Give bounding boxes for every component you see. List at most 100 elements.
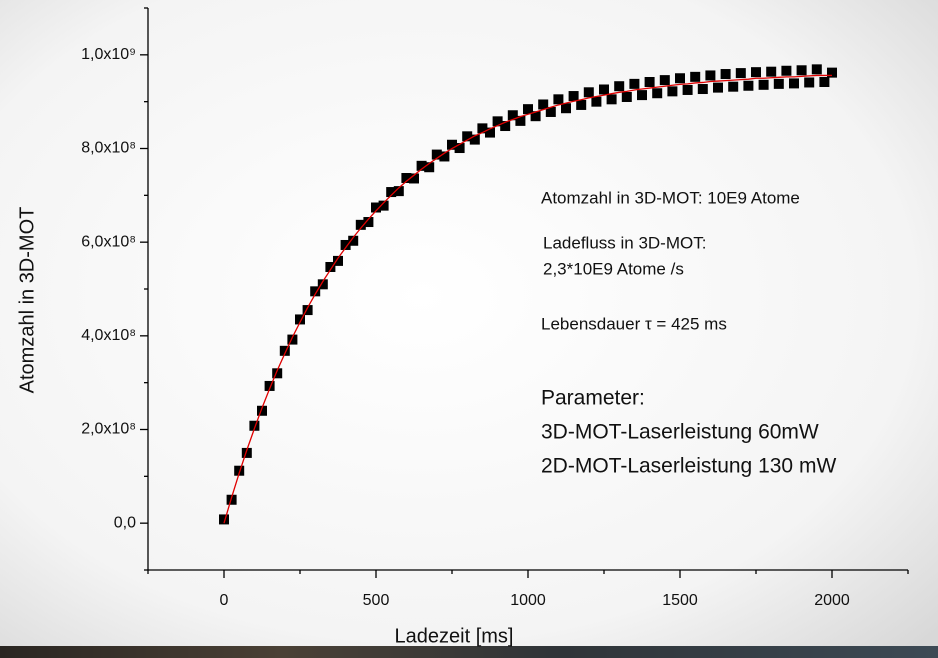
data-point bbox=[751, 67, 761, 78]
data-point bbox=[249, 420, 260, 431]
annotation: Ladefluss in 3D-MOT: bbox=[543, 233, 706, 252]
data-point bbox=[371, 202, 381, 213]
data-point bbox=[264, 380, 275, 391]
data-point bbox=[241, 447, 252, 458]
photo-strip bbox=[0, 646, 938, 658]
data-point bbox=[697, 84, 708, 95]
data-point bbox=[393, 186, 404, 197]
data-point bbox=[363, 217, 374, 228]
data-point bbox=[735, 68, 746, 79]
data-point bbox=[401, 173, 412, 184]
data-point bbox=[439, 151, 450, 162]
data-point bbox=[713, 82, 723, 93]
data-point bbox=[644, 76, 655, 87]
data-point bbox=[720, 69, 731, 80]
data-point bbox=[568, 91, 579, 102]
data-point bbox=[340, 239, 351, 250]
annotation: 2,3*10E9 Atome /s bbox=[543, 259, 684, 278]
data-point bbox=[431, 149, 442, 160]
data-point bbox=[819, 76, 830, 87]
data-point bbox=[682, 84, 693, 95]
data-point bbox=[583, 87, 594, 98]
data-point bbox=[302, 305, 313, 316]
data-point bbox=[629, 78, 640, 89]
data-point bbox=[743, 80, 754, 91]
y-tick-label: 1,0x10⁹ bbox=[81, 46, 136, 63]
data-point bbox=[348, 235, 359, 246]
data-point bbox=[667, 86, 678, 97]
data-point bbox=[637, 90, 647, 101]
x-tick-label: 0 bbox=[220, 592, 229, 609]
data-point bbox=[226, 494, 237, 505]
data-point bbox=[728, 81, 739, 92]
data-point bbox=[416, 160, 427, 171]
data-point bbox=[310, 286, 321, 297]
data-point bbox=[492, 116, 503, 127]
x-axis-label: Ladezeit [ms] bbox=[395, 625, 514, 647]
data-point bbox=[614, 81, 625, 92]
data-point bbox=[469, 134, 480, 145]
data-point bbox=[317, 279, 328, 290]
y-tick-label: 4,0x10⁸ bbox=[81, 327, 136, 344]
data-point bbox=[424, 162, 435, 173]
data-point bbox=[621, 91, 632, 102]
x-tick-label: 1500 bbox=[662, 592, 698, 609]
data-point bbox=[705, 70, 716, 81]
data-point bbox=[272, 368, 283, 379]
data-point bbox=[652, 88, 663, 99]
data-point bbox=[287, 334, 298, 345]
data-point bbox=[781, 65, 792, 76]
data-point bbox=[219, 514, 229, 525]
annotation: Atomzahl in 3D-MOT: 10E9 Atome bbox=[541, 188, 800, 207]
data-point bbox=[773, 78, 784, 89]
data-point bbox=[386, 187, 397, 198]
fit-line bbox=[223, 74, 832, 524]
data-point bbox=[591, 96, 602, 107]
annotation: 2D-MOT-Laserleistung 130 mW bbox=[541, 455, 836, 478]
data-point bbox=[804, 77, 815, 88]
data-point bbox=[454, 143, 465, 154]
data-point bbox=[796, 65, 807, 76]
data-point bbox=[279, 345, 290, 356]
data-point bbox=[766, 66, 777, 77]
data-point bbox=[606, 94, 617, 105]
y-tick-label: 0,0 bbox=[114, 514, 136, 531]
data-point bbox=[675, 73, 685, 84]
data-point bbox=[523, 104, 533, 115]
data-point bbox=[789, 78, 799, 89]
data-point bbox=[447, 139, 457, 150]
data-point bbox=[355, 219, 366, 230]
data-point bbox=[234, 465, 245, 476]
data-point bbox=[477, 123, 488, 134]
data-point bbox=[507, 110, 518, 121]
data-point bbox=[325, 261, 336, 272]
data-point bbox=[333, 255, 343, 266]
data-point bbox=[462, 131, 473, 142]
data-point bbox=[538, 99, 549, 110]
data-point bbox=[545, 106, 556, 117]
data-point bbox=[295, 314, 305, 325]
data-point bbox=[378, 200, 389, 211]
data-point bbox=[553, 94, 564, 105]
data-point bbox=[409, 173, 419, 184]
annotation: Lebensdauer τ = 425 ms bbox=[541, 314, 727, 333]
data-point bbox=[530, 111, 541, 122]
data-point bbox=[659, 75, 670, 86]
data-point bbox=[599, 84, 609, 95]
annotation: Parameter: bbox=[541, 387, 645, 410]
data-point bbox=[690, 71, 701, 82]
data-point bbox=[515, 115, 526, 126]
x-tick-label: 2000 bbox=[814, 592, 850, 609]
x-tick-label: 1000 bbox=[510, 592, 546, 609]
y-axis-label: Atomzahl in 3D-MOT bbox=[16, 207, 38, 394]
data-point bbox=[758, 79, 769, 90]
annotation: 3D-MOT-Laserleistung 60mW bbox=[541, 421, 819, 444]
data-point bbox=[576, 99, 587, 110]
plot-area bbox=[219, 64, 837, 525]
y-tick-label: 2,0x10⁸ bbox=[81, 421, 136, 438]
data-point bbox=[561, 103, 571, 114]
data-point bbox=[827, 67, 837, 78]
